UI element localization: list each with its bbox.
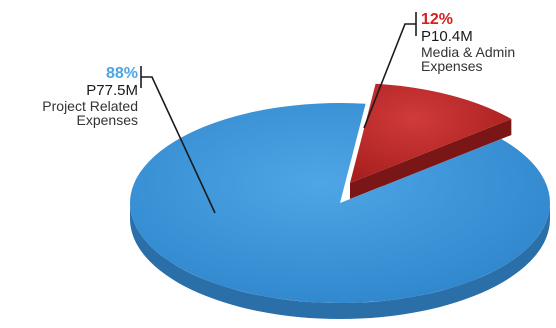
slice-label-media-admin: 12% P10.4M Media & Admin Expenses	[421, 11, 551, 75]
slice-amount-media-admin: P10.4M	[421, 27, 473, 45]
pie-slice-wall-media-admin	[350, 118, 512, 199]
slice-name-line1-media-admin: Media & Admin	[421, 43, 516, 60]
leader-line-project-related	[141, 76, 216, 214]
slice-amount-project-related: P77.5M	[86, 81, 138, 99]
pie-slice-side-project-related	[130, 203, 550, 319]
slice-name-line1-project-related: Project Related	[42, 97, 138, 114]
slice-label-project-related: 88% P77.5M Project Related Expenses	[6, 65, 138, 129]
pie-slice-project-related	[130, 102, 550, 303]
slice-percent-media-admin: 12%	[421, 11, 454, 28]
pie-slice-media-admin	[350, 83, 512, 183]
slice-percent-project-related: 88%	[105, 65, 138, 82]
slice-name-line2-project-related: Expenses	[76, 112, 138, 129]
leader-line-media-admin	[363, 23, 416, 129]
slice-name-line2-media-admin: Expenses	[421, 58, 483, 75]
